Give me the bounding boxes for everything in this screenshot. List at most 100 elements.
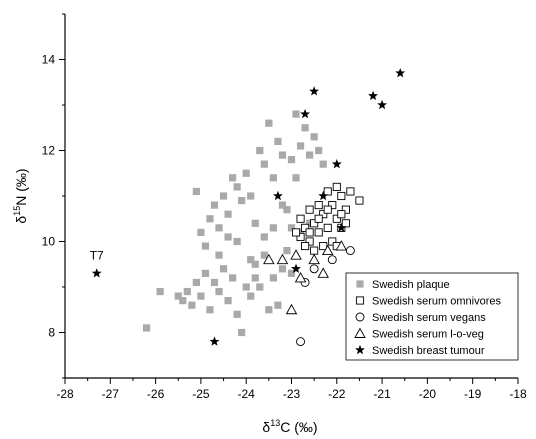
- data-point: [174, 292, 182, 300]
- data-point: [306, 151, 314, 159]
- data-point: [263, 253, 275, 265]
- data-point: [318, 190, 329, 201]
- data-point: [233, 183, 241, 191]
- data-point: [197, 228, 205, 236]
- data-point: [314, 214, 323, 223]
- data-point: [395, 67, 406, 78]
- data-point: [260, 233, 268, 241]
- x-tick-label: -23: [283, 387, 301, 401]
- data-point: [265, 119, 273, 127]
- data-point: [238, 328, 246, 337]
- data-point: [296, 337, 306, 347]
- legend-box: [345, 272, 519, 361]
- y-tick-label: 10: [42, 235, 56, 249]
- data-point: [251, 219, 259, 227]
- data-point: [206, 215, 214, 223]
- series-3: [263, 240, 348, 315]
- data-point: [233, 237, 241, 246]
- data-point: [314, 201, 323, 210]
- x-tick-label: -22: [328, 387, 346, 401]
- data-point: [315, 146, 323, 155]
- legend-label: Swedish breast tumour: [372, 345, 485, 357]
- legend-marker: [355, 296, 365, 305]
- legend-label: Swedish serum vegans: [372, 312, 486, 324]
- data-point: [242, 283, 250, 291]
- data-point: [269, 274, 277, 282]
- legend-marker: [354, 327, 366, 338]
- data-point: [276, 253, 289, 265]
- x-tick-label: -28: [56, 387, 74, 401]
- data-point: [215, 224, 223, 232]
- y-tick-label: 14: [42, 53, 56, 67]
- data-point: [287, 224, 296, 232]
- x-axis-label: δ13C (‰): [262, 418, 317, 435]
- y-axis-label: δ15N (‰): [12, 168, 29, 223]
- x-tick-label: -19: [464, 387, 482, 401]
- data-point: [300, 108, 311, 119]
- legend-label: Swedish plaque: [372, 279, 450, 291]
- data-point: [285, 303, 298, 315]
- data-point: [287, 269, 296, 277]
- data-point: [201, 242, 210, 250]
- data-point: [224, 297, 232, 305]
- data-point: [215, 251, 223, 259]
- data-point: [327, 255, 337, 265]
- data-point: [355, 196, 364, 205]
- data-point: [251, 274, 259, 282]
- data-point: [305, 205, 314, 214]
- data-point: [292, 174, 300, 182]
- data-point: [91, 268, 102, 278]
- data-point: [319, 210, 328, 219]
- data-point: [291, 228, 301, 237]
- legend-marker: [355, 312, 365, 322]
- data-point: [179, 297, 187, 305]
- data-point: [328, 237, 337, 246]
- x-tick-label: -18: [509, 387, 527, 401]
- data-point: [301, 241, 310, 251]
- data-point: [260, 160, 268, 168]
- data-point: [156, 287, 164, 296]
- data-point: [224, 233, 232, 241]
- x-tick-label: -26: [147, 387, 165, 401]
- data-point: [272, 190, 283, 201]
- data-point: [256, 283, 264, 291]
- y-tick-label: 8: [48, 326, 55, 340]
- data-point: [332, 182, 341, 191]
- data-point: [192, 187, 200, 196]
- data-point: [291, 263, 301, 274]
- data-point: [256, 146, 264, 155]
- data-point: [247, 256, 255, 264]
- data-points: [91, 67, 406, 347]
- data-point: [238, 196, 246, 205]
- data-point: [319, 160, 327, 168]
- data-point: [219, 192, 228, 200]
- data-point: [210, 201, 219, 209]
- data-point: [296, 214, 305, 223]
- data-point: [247, 292, 255, 300]
- data-point: [278, 265, 287, 273]
- data-point: [332, 214, 341, 223]
- data-point: [278, 151, 287, 159]
- legend: Swedish plaque Swedish serum omnivores Swe…: [345, 272, 519, 361]
- data-point: [310, 133, 318, 141]
- data-point: [341, 205, 350, 214]
- data-point: [192, 278, 200, 287]
- data-point: [290, 249, 302, 260]
- data-point: [183, 287, 191, 296]
- x-tick-label: -20: [419, 387, 437, 401]
- data-point: [341, 219, 350, 228]
- data-point: [310, 219, 319, 228]
- data-point: [377, 99, 388, 110]
- legend-label: Swedish serum omnivores: [372, 296, 501, 308]
- series-0: [142, 110, 327, 337]
- data-point: [337, 191, 346, 201]
- data-point: [229, 174, 237, 182]
- data-point: [233, 310, 241, 318]
- data-point: [265, 306, 273, 314]
- data-point: [305, 237, 314, 246]
- data-point: [201, 269, 210, 277]
- data-point: [317, 267, 329, 278]
- data-point: [328, 201, 337, 210]
- legend-marker: [356, 280, 364, 288]
- data-point: [296, 142, 305, 150]
